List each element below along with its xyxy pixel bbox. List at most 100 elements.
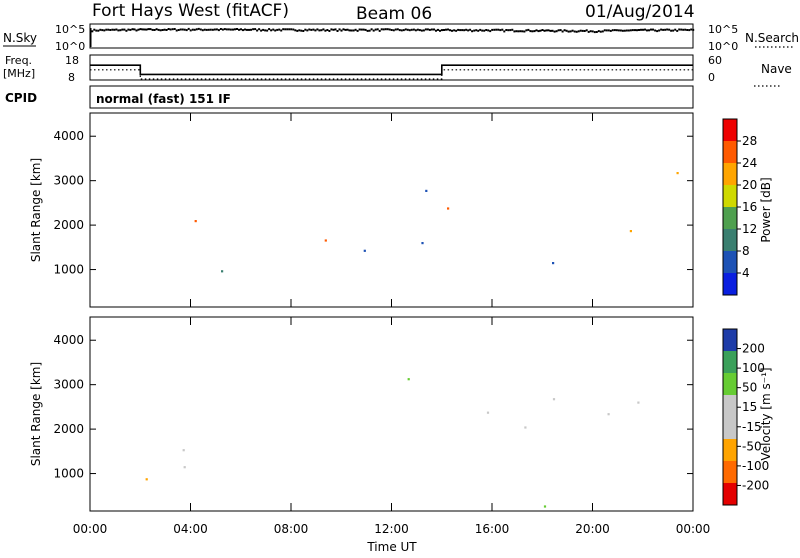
echo-cell [221,270,224,273]
echo-cell [552,262,555,265]
nsky-point [105,28,108,31]
nsky-point [648,29,650,32]
nsky-point [537,30,540,33]
nsky-point [642,28,644,31]
colorbar-tick-label: 200 [742,342,765,356]
nsearch-tick-top: 10^5 [708,23,738,36]
velocity-ylabel: Slant Range [km] [29,362,43,466]
ytick-label: 4000 [53,333,84,347]
nsky-point [599,30,602,33]
nsky-point [167,28,170,30]
nsky-point [388,28,391,31]
nsky-point [320,29,323,32]
nsky-point [266,29,269,32]
ytick-label: 1000 [53,467,84,481]
ytick-label: 2000 [53,218,84,232]
nsky-point [272,28,275,31]
nsky-point [692,28,695,31]
nsky-point [646,29,648,32]
nsky-point [91,30,94,33]
echo-cell [421,242,424,245]
nsky-point [467,29,470,32]
nsky-point [402,29,405,32]
colorbar-swatch [723,141,737,163]
nsky-point [366,29,369,32]
nsky-point [664,28,667,31]
nsky-point [591,30,594,33]
nsky-point [485,29,488,31]
colorbar-swatch [723,329,737,351]
nsky-point [298,29,301,32]
nsky-point [246,28,248,31]
nsky-point [310,28,313,31]
nsky-point [326,29,329,31]
nsky-point [457,28,460,31]
xlabel: Time UT [366,540,417,554]
nsky-point [571,29,574,32]
nsky-point [342,28,345,31]
nsky-point [338,28,341,31]
nsky-point [515,30,518,33]
nsky-point [611,29,614,32]
colorbar-tick-label: 50 [742,381,757,395]
velocity-panel-frame [89,316,694,512]
nsky-point [565,29,568,32]
nsky-point [390,29,393,31]
nsky-point [475,29,478,32]
colorbar-tick-label: -50 [742,439,762,453]
echo-cell [486,411,490,414]
nsky-point [551,29,554,32]
nsky-point [250,28,252,31]
nsky-point [623,29,626,32]
nsky-point [636,29,638,32]
nsky-point [668,28,671,31]
nsky-point [181,28,184,31]
station-title: Fort Hays West (fitACF) [92,1,289,21]
nsky-point [270,29,273,32]
nsky-tick-bottom: 10^0 [55,40,85,53]
nsky-point [177,29,180,31]
nsky-point [619,29,622,32]
nsky-point [662,28,665,31]
nsky-point [109,29,112,31]
nsky-point [487,29,490,32]
nsky-point [95,29,98,32]
nsky-point [296,29,299,32]
nsky-point [282,28,285,31]
nsky-point [471,30,474,33]
nsky-point [539,29,542,32]
nsky-point [573,30,576,33]
nsky-point [638,29,640,31]
nsky-point [656,30,659,33]
nsky-point [605,29,608,32]
nsky-point [418,29,421,32]
nsky-point [527,28,530,31]
xtick-label: 08:00 [274,522,309,536]
nsky-point [523,30,526,33]
echo-cell [447,207,450,210]
nsky-point [151,28,154,31]
nsky-point [346,28,349,31]
nsky-point [567,30,570,33]
nsky-point [545,29,548,32]
nsky-point [372,29,375,32]
nsky-point [481,29,484,32]
nsky-point [613,29,616,32]
nsky-point [400,29,403,32]
nsky-point [274,29,277,32]
nsky-point [426,28,429,31]
nsky-point [615,29,618,32]
echo-cell [194,220,197,223]
nsky-point [435,29,437,32]
nsky-point [370,28,373,31]
echo-cell [425,189,428,192]
nsky-point [199,28,202,31]
nsky-point [414,29,417,32]
nsky-point [258,28,261,31]
nsky-point [129,28,132,31]
nsky-point [495,28,498,31]
echo-cell [324,239,327,242]
power-axis: 1000 2000 3000 4000 [53,129,693,277]
nsky-point [424,28,427,31]
nsky-point [404,28,407,31]
